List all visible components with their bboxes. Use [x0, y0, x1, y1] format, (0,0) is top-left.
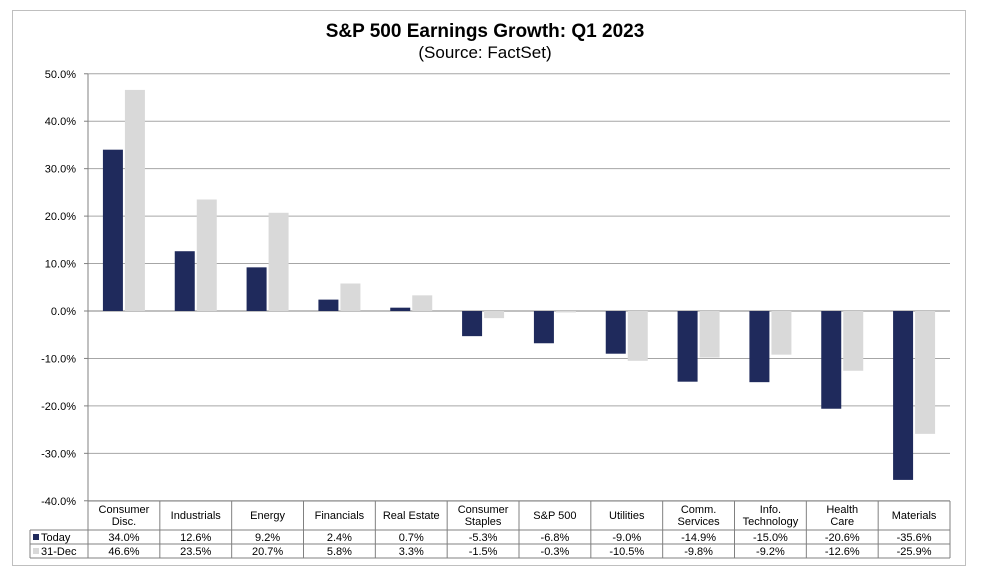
y-tick-label: 0.0%: [51, 306, 76, 318]
data-label: -14.9%: [681, 532, 716, 544]
category-label: Technology: [743, 516, 799, 528]
y-tick-label: -30.0%: [41, 448, 76, 460]
bar-31-dec: [699, 311, 720, 358]
data-label: -9.8%: [684, 546, 713, 558]
bar-31-dec: [340, 283, 361, 311]
bar-today: [749, 311, 770, 383]
category-label: Staples: [465, 516, 502, 528]
bar-today: [605, 311, 626, 354]
y-tick-label: 50.0%: [45, 69, 76, 81]
data-label: -35.6%: [897, 532, 932, 544]
bar-today: [821, 311, 842, 409]
y-tick-label: 30.0%: [45, 164, 76, 176]
y-tick-label: -20.0%: [41, 401, 76, 413]
y-tick-label: 40.0%: [45, 116, 76, 128]
category-label: Care: [830, 516, 854, 528]
category-label: Utilities: [609, 510, 645, 522]
chart-subtitle: (Source: FactSet): [418, 43, 551, 62]
bar-today: [246, 267, 267, 311]
bar-31-dec: [268, 212, 289, 311]
y-tick-label: -40.0%: [41, 496, 76, 508]
bar-today: [462, 311, 483, 337]
bar-today: [102, 149, 123, 311]
category-label: Industrials: [171, 510, 222, 522]
data-label: 34.0%: [108, 532, 139, 544]
bar-today: [533, 311, 554, 344]
bar-31-dec: [124, 89, 145, 311]
data-label: 23.5%: [180, 546, 211, 558]
bar-31-dec: [915, 311, 936, 434]
bar-today: [174, 251, 195, 311]
chart-title: S&P 500 Earnings Growth: Q1 2023: [326, 21, 645, 42]
category-label: Energy: [250, 510, 285, 522]
category-label: Consumer: [99, 504, 150, 516]
data-label: 20.7%: [252, 546, 283, 558]
data-label: -6.8%: [541, 532, 570, 544]
category-label: S&P 500: [533, 510, 576, 522]
y-tick-label: 20.0%: [45, 211, 76, 223]
data-label: -10.5%: [609, 546, 644, 558]
category-label: Comm.: [681, 504, 716, 516]
data-label: -9.2%: [756, 546, 785, 558]
bar-today: [318, 299, 339, 311]
bar-31-dec: [843, 311, 864, 371]
bar-31-dec: [627, 311, 648, 361]
data-label: 9.2%: [255, 532, 280, 544]
legend-label: 31-Dec: [41, 546, 77, 558]
data-label: 0.7%: [399, 532, 424, 544]
bar-31-dec: [196, 199, 217, 311]
category-label: Info.: [760, 504, 781, 516]
legend-key-today: [33, 534, 39, 540]
data-label: -0.3%: [541, 546, 570, 558]
category-label: Materials: [892, 510, 937, 522]
data-label: 12.6%: [180, 532, 211, 544]
data-label: -20.6%: [825, 532, 860, 544]
category-label: Financials: [315, 510, 365, 522]
category-label: Real Estate: [383, 510, 440, 522]
data-label: -1.5%: [469, 546, 498, 558]
y-tick-label: -10.0%: [41, 353, 76, 365]
bar-today: [390, 307, 411, 311]
data-label: -5.3%: [469, 532, 498, 544]
data-label: 3.3%: [399, 546, 424, 558]
data-label: -15.0%: [753, 532, 788, 544]
category-label: Services: [677, 516, 720, 528]
bar-31-dec: [555, 311, 576, 313]
legend-label: Today: [41, 532, 71, 544]
bar-today: [677, 311, 698, 382]
category-label: Consumer: [458, 504, 509, 516]
category-label: Disc.: [112, 516, 136, 528]
bar-today: [893, 311, 914, 480]
data-label: 5.8%: [327, 546, 352, 558]
category-label: Health: [826, 504, 858, 516]
data-label: -9.0%: [612, 532, 641, 544]
chart-frame: [12, 10, 966, 566]
bar-31-dec: [484, 311, 505, 319]
bar-31-dec: [412, 295, 433, 311]
data-label: -25.9%: [897, 546, 932, 558]
legend-key-31-dec: [33, 548, 39, 554]
data-label: 2.4%: [327, 532, 352, 544]
y-tick-label: 10.0%: [45, 259, 76, 271]
data-label: 46.6%: [108, 546, 139, 558]
data-label: -12.6%: [825, 546, 860, 558]
bar-31-dec: [771, 311, 792, 355]
